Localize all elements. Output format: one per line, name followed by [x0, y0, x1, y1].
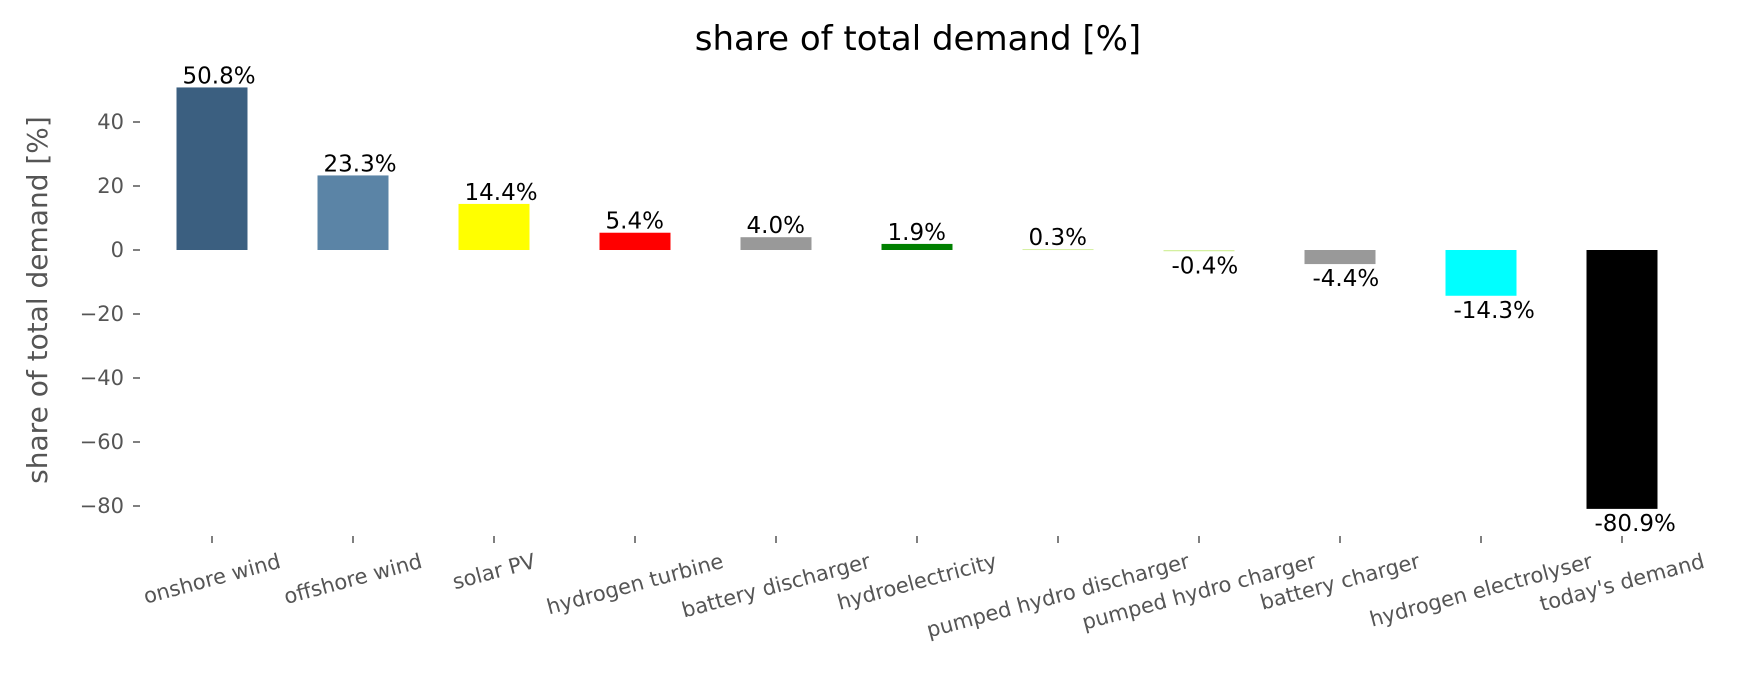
bar-value-label: -14.3%: [1454, 298, 1535, 324]
bar: [1445, 250, 1517, 296]
bar-value-label: 14.4%: [465, 180, 538, 206]
bar-value-label: -4.4%: [1313, 266, 1380, 292]
bar: [881, 243, 953, 250]
y-tick-label: 40: [97, 110, 124, 134]
x-tick-label: onshore wind: [141, 549, 283, 609]
y-tick-label: 0: [111, 238, 124, 262]
bar: [1022, 249, 1094, 251]
bar-value-label: 4.0%: [747, 213, 805, 239]
bar: [1586, 250, 1658, 509]
bar-value-label: -80.9%: [1595, 511, 1676, 537]
bar-value-label: 5.4%: [606, 209, 664, 235]
y-tick-label: −80: [80, 494, 124, 518]
x-tick-label: offshore wind: [281, 549, 424, 609]
bar-value-label: 0.3%: [1029, 225, 1087, 251]
bar-value-label: -0.4%: [1172, 253, 1239, 279]
bar: [176, 87, 248, 250]
y-axis: 40 20 0 −20 −40 −60 −80: [80, 110, 140, 518]
bar-value-label: 50.8%: [183, 63, 256, 89]
bar: [740, 237, 812, 250]
bar: [599, 232, 671, 250]
bar: [458, 203, 530, 250]
x-tick-label: solar PV: [450, 549, 539, 594]
y-axis-label: share of total demand [%]: [21, 116, 54, 484]
bar-value-label: 23.3%: [324, 151, 397, 177]
bars: 50.8% 23.3% 14.4% 5.4% 4.0% 1.9% 0.3% -0.4% -4.4…: [176, 63, 1676, 537]
bar-value-label: 1.9%: [888, 220, 946, 246]
y-tick-label: 20: [97, 174, 124, 198]
bar: [1163, 250, 1235, 252]
bar: [1304, 250, 1376, 265]
y-tick-label: −20: [80, 302, 124, 326]
y-tick-label: −40: [80, 366, 124, 390]
chart-title: share of total demand [%]: [695, 19, 1141, 59]
y-tick-label: −60: [80, 430, 124, 454]
bar: [317, 175, 389, 250]
